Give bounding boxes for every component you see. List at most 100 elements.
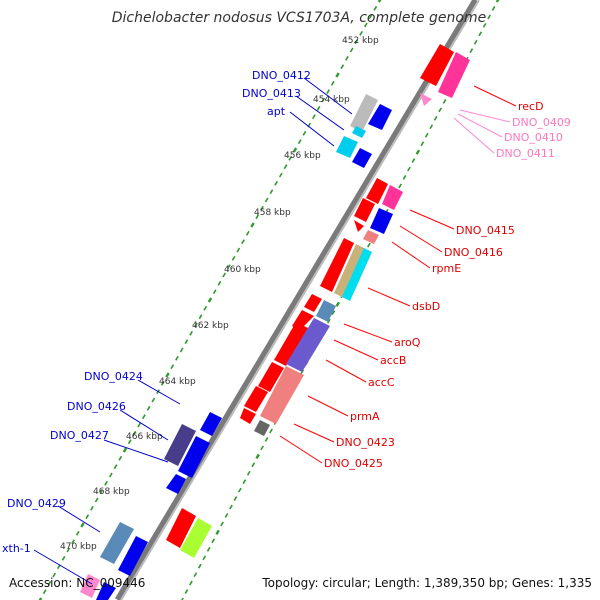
gene-feature[interactable] [100, 522, 134, 564]
gene-label[interactable]: DNO_0411 [496, 147, 555, 160]
gene-feature[interactable] [254, 420, 270, 436]
gene-feature[interactable] [96, 582, 116, 600]
scale-label: 462 kbp [192, 321, 229, 331]
gene-feature[interactable] [274, 322, 308, 366]
scale-tick [47, 580, 52, 586]
gene-feature[interactable] [320, 238, 354, 292]
gene-feature[interactable] [350, 94, 378, 132]
gene-feature[interactable] [334, 244, 366, 298]
gene-feature[interactable] [240, 408, 256, 424]
gene-label[interactable]: aroQ [394, 336, 421, 349]
gene-feature[interactable] [342, 248, 372, 301]
gene-label[interactable]: accB [380, 354, 406, 367]
gene-label[interactable]: DNO_0425 [324, 457, 383, 470]
scale-tick [269, 189, 274, 195]
scale-tick [207, 297, 213, 303]
scale-tick [165, 372, 170, 378]
scale-tick [316, 105, 321, 111]
scale-tick [326, 89, 330, 95]
scale-tick [415, 149, 421, 155]
gene-feature[interactable] [166, 508, 196, 548]
gene-feature[interactable] [164, 424, 196, 466]
gene-labels-left: DNO_0412 DNO_0413 apt DNO_0424 DNO_0426 … [2, 69, 311, 555]
gene-feature[interactable] [316, 300, 336, 322]
gene-feature[interactable] [420, 44, 454, 86]
scale-tick [113, 464, 118, 470]
gene-feature[interactable] [354, 198, 375, 222]
scale-label: 454 kbp [313, 95, 350, 105]
scale-tick [363, 22, 368, 28]
gene-label[interactable]: DNO_0409 [512, 116, 571, 129]
scale-tick [104, 480, 108, 486]
scale-tick [75, 530, 80, 536]
leader-lines-left [33, 77, 353, 585]
gene-label[interactable]: apt [267, 105, 286, 118]
gene-feature[interactable] [166, 474, 186, 494]
gene-feature[interactable] [260, 366, 304, 424]
gene-label[interactable]: DNO_0423 [336, 436, 395, 449]
gene-feature[interactable] [352, 126, 366, 138]
scale-label: 468 kbp [93, 487, 130, 497]
gene-label[interactable]: DNO_0424 [84, 370, 143, 383]
gene-feature[interactable] [370, 208, 393, 234]
gene-label[interactable]: DNO_0415 [456, 224, 515, 237]
gene-label[interactable]: prmA [350, 410, 380, 423]
scale-tick [283, 164, 288, 170]
gene-label[interactable]: recD [518, 100, 544, 113]
gene-feature[interactable] [354, 220, 364, 232]
gene-label[interactable]: DNO_0410 [504, 131, 563, 144]
scale-tick [442, 98, 447, 104]
gene-feature[interactable] [258, 362, 284, 392]
gene-label[interactable]: DNO_0426 [67, 400, 126, 413]
scale-tick [71, 539, 75, 545]
scale-tick [354, 39, 359, 45]
scale-tick [233, 496, 238, 502]
scale-tick [260, 205, 264, 211]
gene-label[interactable]: DNO_0429 [7, 497, 66, 510]
gene-feature[interactable] [363, 230, 379, 244]
gene-label[interactable]: accC [368, 376, 395, 389]
gene-label[interactable]: xth-1 [2, 542, 31, 555]
scale-tick [229, 504, 233, 510]
gene-feature[interactable] [304, 294, 322, 312]
gene-feature[interactable] [438, 52, 470, 98]
gene-feature[interactable] [200, 412, 222, 436]
scale-tick [224, 513, 229, 518]
gene-feature[interactable] [244, 386, 268, 412]
gene-feature[interactable] [352, 148, 372, 168]
scale-tick [137, 422, 142, 428]
topology-text: Topology: circular; Length: 1,389,350 bp… [261, 576, 592, 590]
scale-tick [321, 97, 326, 103]
gene-label[interactable]: DNO_0412 [252, 69, 311, 82]
scale-label: 452 kbp [342, 36, 379, 46]
gene-feature[interactable] [118, 536, 148, 576]
gene-feature[interactable] [420, 93, 432, 106]
gene-label[interactable]: DNO_0416 [444, 246, 503, 259]
gene-feature[interactable] [366, 178, 388, 204]
gene-feature[interactable] [178, 436, 210, 478]
gene-feature[interactable] [286, 318, 330, 372]
scale-track-outer [38, 0, 382, 600]
gene-label[interactable]: DNO_0427 [50, 429, 109, 442]
scale-tick [217, 280, 222, 286]
scale-tick [491, 6, 496, 11]
scale-tick [189, 330, 193, 336]
scale-tick [398, 183, 402, 189]
gene-feature[interactable] [180, 518, 212, 558]
scale-tick [300, 369, 305, 375]
gene-feature[interactable] [368, 104, 392, 130]
gene-feature[interactable] [382, 185, 403, 210]
scale-label: 464 kbp [159, 377, 196, 387]
scale-tick [335, 301, 341, 307]
gene-label[interactable]: DNO_0413 [242, 87, 301, 100]
gene-feature[interactable] [336, 136, 358, 158]
scale-tick [368, 14, 373, 20]
gene-label[interactable]: dsbD [412, 300, 440, 313]
scale-tick [420, 141, 425, 147]
gene-feature[interactable] [80, 574, 100, 598]
scale-tick [181, 597, 184, 600]
scale-tick [429, 124, 434, 130]
scale-tick [251, 462, 256, 468]
gene-label[interactable]: rpmE [432, 262, 461, 275]
